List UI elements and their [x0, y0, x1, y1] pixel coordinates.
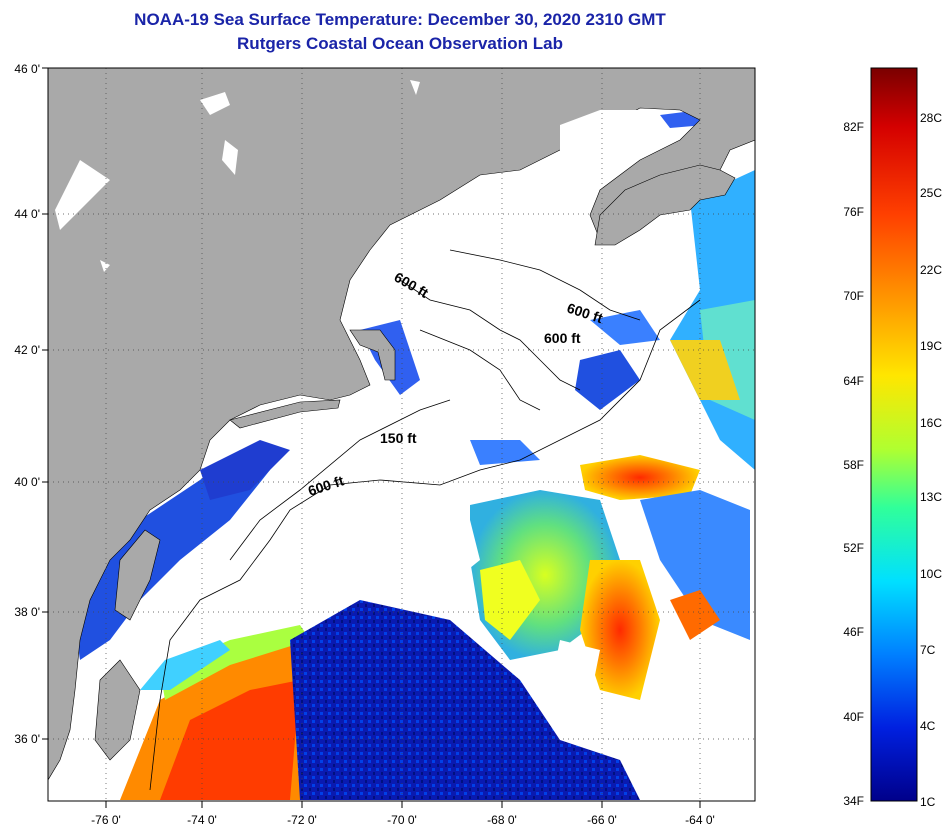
- cb-f-82: 82F: [843, 120, 864, 134]
- lon-label-66: -66 0': [587, 813, 617, 827]
- contour-label-600ft-3: 600 ft: [544, 330, 581, 346]
- lat-label-46: 46 0': [14, 62, 40, 76]
- latitude-labels: 46 0' 44 0' 42 0' 40 0' 38 0' 36 0': [14, 62, 40, 746]
- cb-c-7: 7C: [920, 643, 936, 657]
- cb-c-28: 28C: [920, 111, 942, 125]
- colorbar: [870, 67, 918, 802]
- contour-label-150ft: 150 ft: [380, 430, 417, 446]
- cb-c-25: 25C: [920, 186, 942, 200]
- lon-label-64: -64 0': [685, 813, 715, 827]
- map-title: NOAA-19 Sea Surface Temperature: Decembe…: [134, 10, 666, 29]
- longitude-labels: -76 0' -74 0' -72 0' -70 0' -68 0' -66 0…: [91, 813, 715, 827]
- bathymetry-contours: [149, 249, 701, 791]
- sst-field: [70, 110, 755, 800]
- cb-c-22: 22C: [920, 263, 942, 277]
- lon-label-72: -72 0': [287, 813, 317, 827]
- lat-label-42: 42 0': [14, 343, 40, 357]
- map-content: 600 ft 600 ft 600 ft 150 ft 600 ft: [48, 68, 755, 801]
- cb-c-16: 16C: [920, 416, 942, 430]
- cb-f-58: 58F: [843, 458, 864, 472]
- cb-f-46: 46F: [843, 625, 864, 639]
- cb-c-1: 1C: [920, 795, 936, 809]
- lat-label-40: 40 0': [14, 475, 40, 489]
- lakes: [55, 80, 660, 272]
- cb-c-13: 13C: [920, 490, 942, 504]
- cb-c-10: 10C: [920, 567, 942, 581]
- lat-label-36: 36 0': [14, 732, 40, 746]
- cb-c-19: 19C: [920, 339, 942, 353]
- lon-label-68: -68 0': [487, 813, 517, 827]
- cb-f-52: 52F: [843, 541, 864, 555]
- cb-c-4: 4C: [920, 719, 936, 733]
- lat-label-44: 44 0': [14, 207, 40, 221]
- graticule: [48, 68, 755, 801]
- map-subtitle: Rutgers Coastal Ocean Observation Lab: [237, 34, 563, 53]
- lat-label-38: 38 0': [14, 605, 40, 619]
- lon-label-70: -70 0': [387, 813, 417, 827]
- colorbar-celsius-labels: 28C 25C 22C 19C 16C 13C 10C 7C 4C 1C: [920, 111, 942, 809]
- cb-f-40: 40F: [843, 710, 864, 724]
- cb-f-76: 76F: [843, 205, 864, 219]
- axis-ticks: [42, 67, 701, 808]
- cb-f-34: 34F: [843, 794, 864, 808]
- land: [48, 68, 755, 781]
- cb-f-70: 70F: [843, 289, 864, 303]
- lon-label-74: -74 0': [187, 813, 217, 827]
- cb-f-64: 64F: [843, 374, 864, 388]
- lon-label-76: -76 0': [91, 813, 121, 827]
- colorbar-fahrenheit-labels: 82F 76F 70F 64F 58F 52F 46F 40F 34F: [843, 120, 864, 808]
